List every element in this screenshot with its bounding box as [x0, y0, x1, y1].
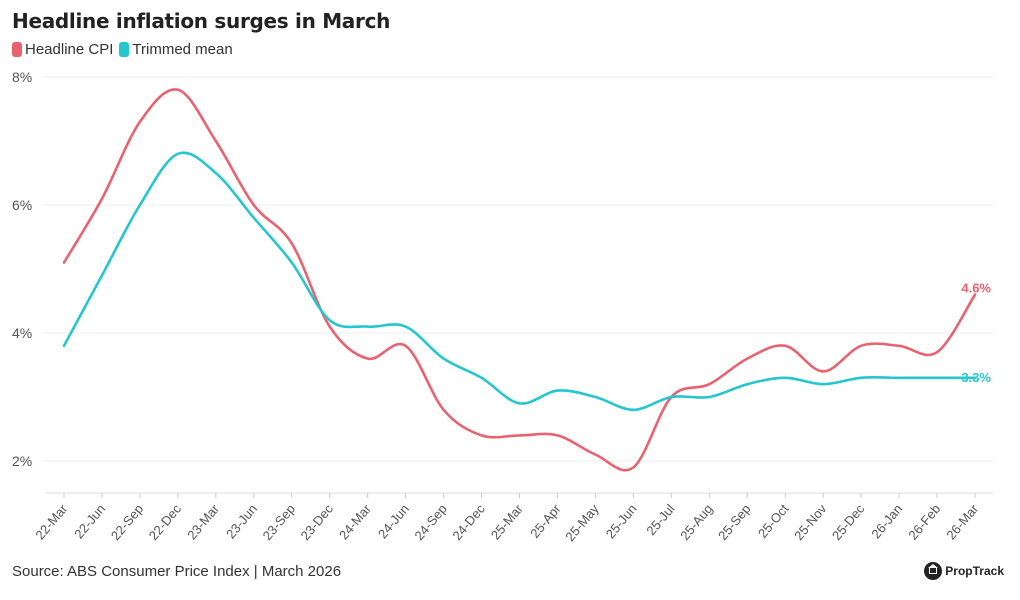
y-tick-label: 2% — [12, 453, 32, 469]
home-icon — [924, 562, 943, 580]
x-tick-label: 24-Dec — [449, 501, 488, 543]
x-tick-label: 25-Aug — [677, 501, 715, 543]
brand-name: PropTrack — [945, 564, 1004, 578]
legend-item-headline-cpi[interactable]: Headline CPI — [12, 41, 113, 58]
source-note: Source: ABS Consumer Price Index | March… — [12, 563, 342, 580]
y-tick-label: 6% — [12, 197, 32, 213]
legend-item-trimmed-mean[interactable]: Trimmed mean — [119, 41, 233, 58]
chart-legend: Headline CPI Trimmed mean — [12, 41, 239, 58]
x-tick-label: 26-Jan — [868, 501, 905, 541]
x-tick-label: 26-Mar — [943, 501, 981, 543]
x-tick-label: 24-Mar — [336, 501, 374, 543]
x-tick-label: 23-Jun — [223, 501, 260, 541]
x-tick-label: 25-Oct — [755, 501, 792, 541]
x-tick-label: 22-Sep — [108, 501, 146, 543]
brand-logo: PropTrack — [924, 562, 1004, 580]
x-tick-label: 25-May — [562, 501, 602, 544]
x-tick-label: 25-Nov — [791, 501, 830, 543]
x-tick-label: 22-Jun — [71, 501, 108, 541]
y-tick-label: 8% — [12, 69, 32, 85]
end-label-headline-cpi: 4.6% — [961, 281, 991, 296]
legend-label-headline-cpi: Headline CPI — [25, 41, 114, 58]
x-tick-label: 23-Mar — [184, 501, 222, 543]
x-tick-label: 25-Apr — [527, 501, 564, 541]
x-tick-label: 25-Mar — [488, 501, 526, 543]
x-tick-label: 23-Sep — [260, 501, 298, 543]
legend-label-trimmed-mean: Trimmed mean — [132, 41, 233, 58]
x-tick-label: 25-Dec — [829, 501, 868, 543]
chart-title: Headline inflation surges in March — [12, 9, 391, 33]
legend-swatch-trimmed-mean — [119, 42, 130, 57]
legend-swatch-headline-cpi — [12, 42, 22, 57]
y-tick-label: 4% — [12, 325, 32, 341]
x-tick-label: 25-Sep — [715, 501, 753, 543]
x-tick-label: 25-Jun — [603, 501, 640, 541]
x-tick-label: 23-Dec — [298, 501, 337, 543]
x-tick-label: 26-Feb — [905, 501, 943, 542]
x-tick-label: 24-Sep — [411, 501, 449, 543]
end-label-trimmed-mean: 3.3% — [961, 370, 991, 385]
x-tick-label: 22-Mar — [32, 501, 70, 543]
x-tick-label: 22-Dec — [146, 501, 185, 543]
x-tick-label: 25-Jul — [643, 501, 677, 538]
series-line-headline-cpi — [62, 88, 977, 472]
x-tick-label: 24-Jun — [375, 501, 412, 541]
series-line-trimmed-mean — [62, 151, 977, 412]
